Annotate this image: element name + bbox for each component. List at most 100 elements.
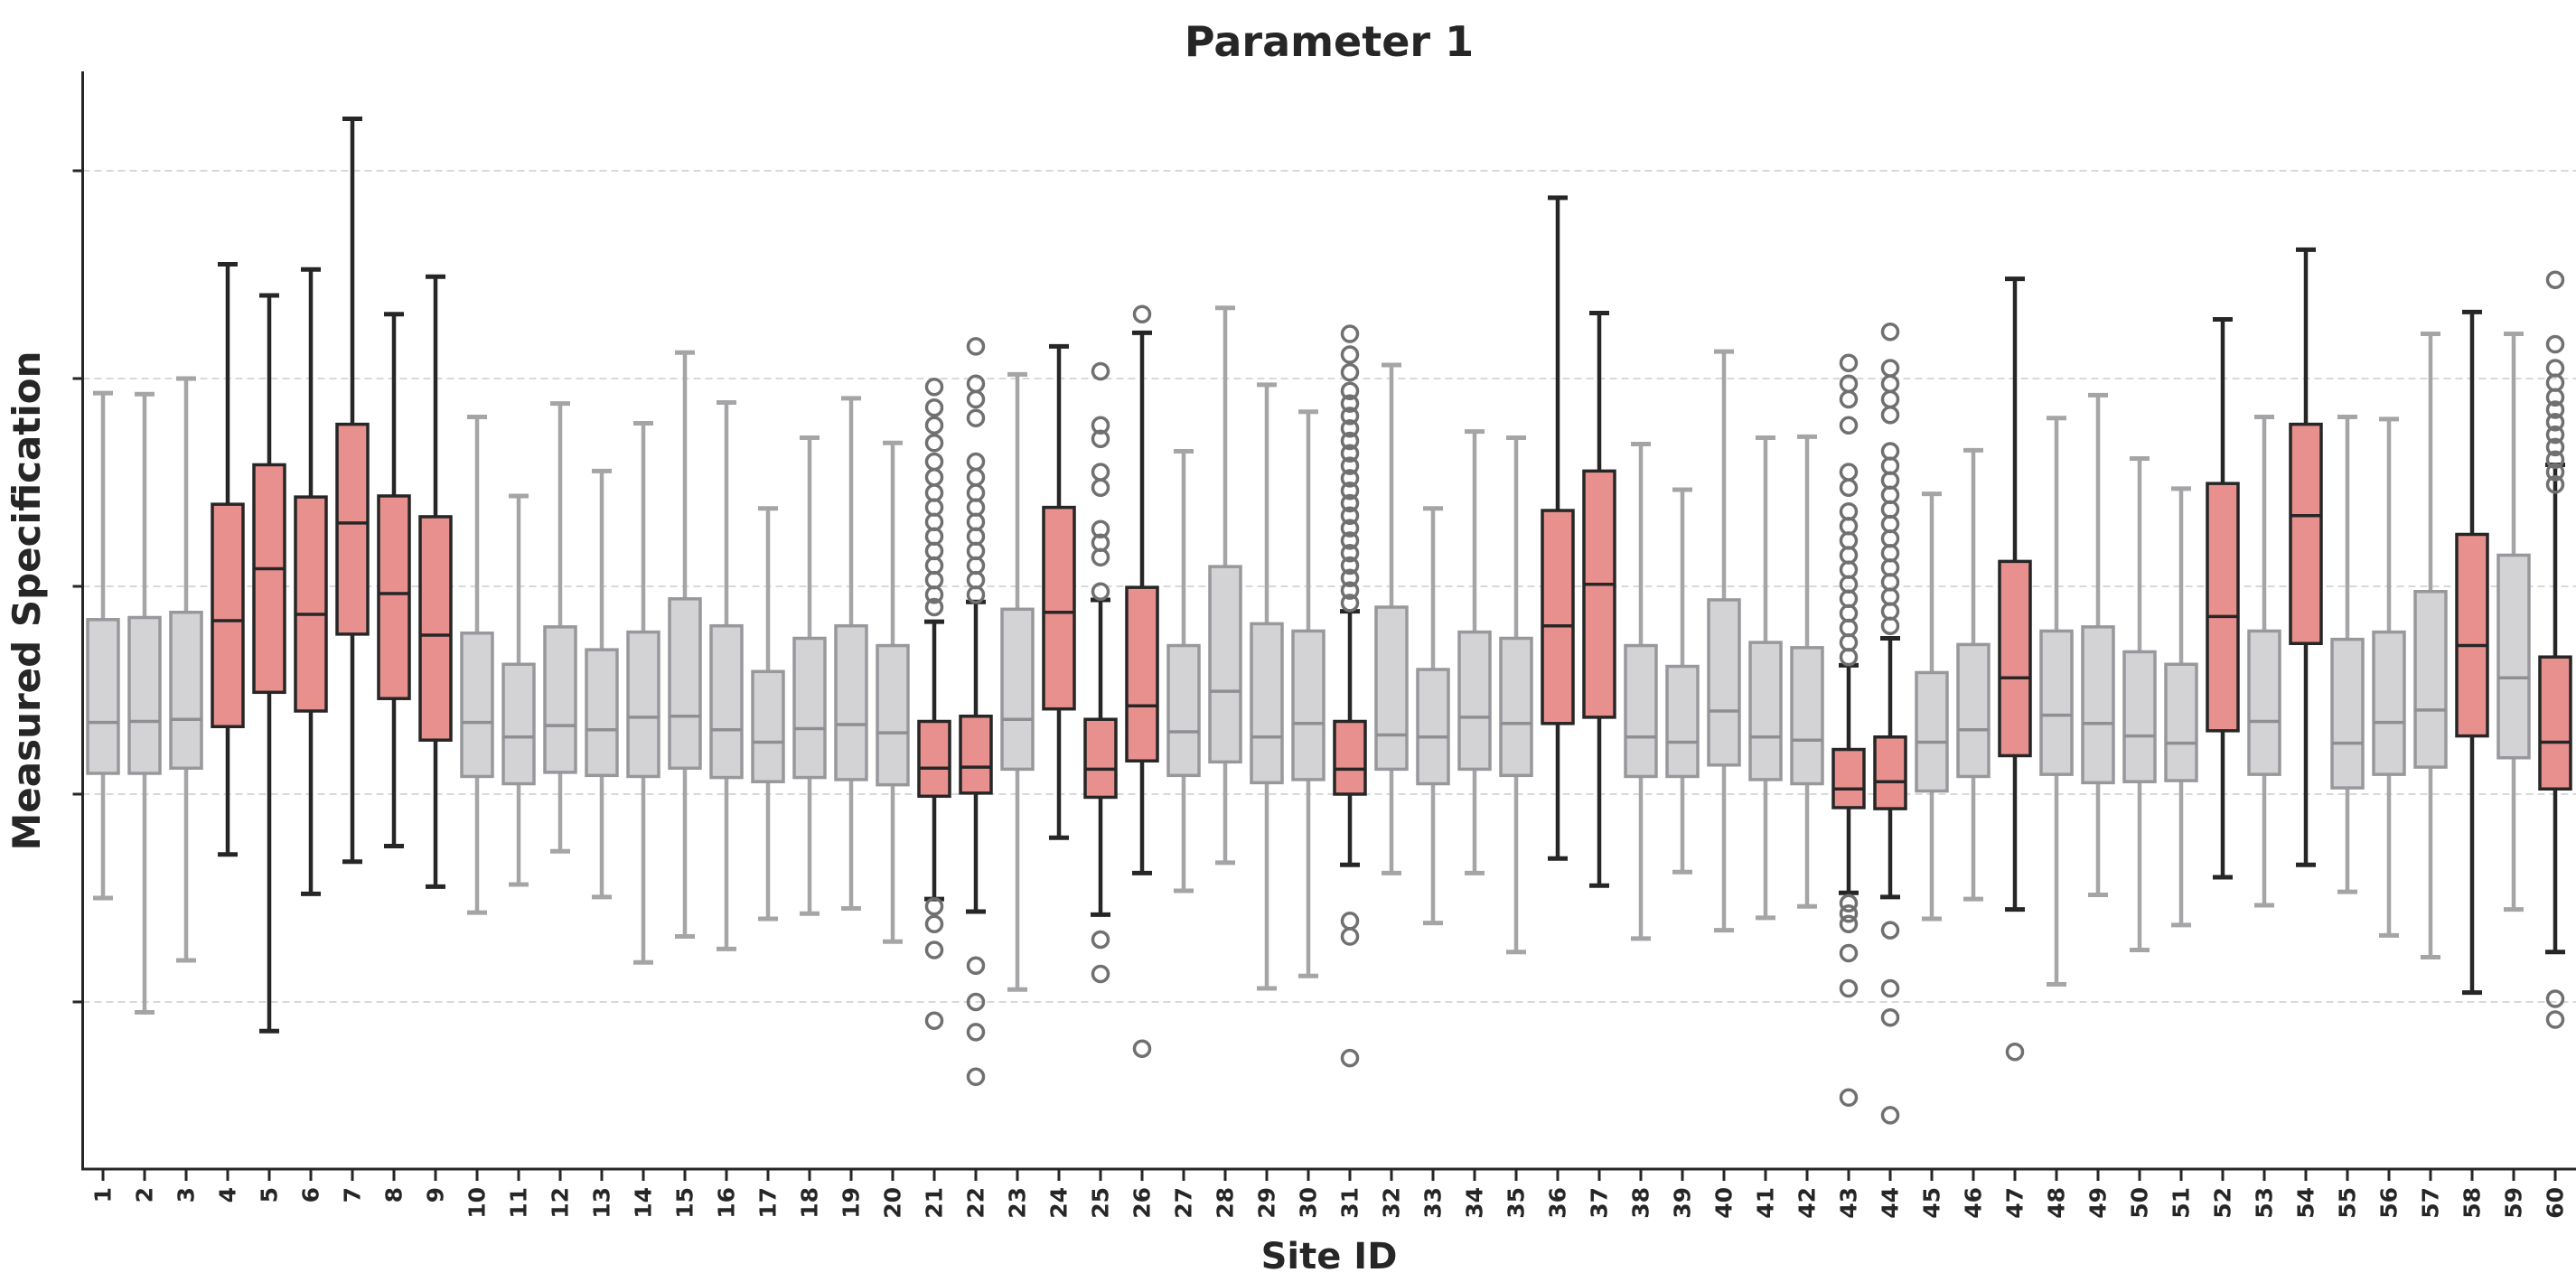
iqr-box	[1083, 717, 1118, 800]
boxplot-site-57	[2413, 332, 2448, 960]
x-tick-label: 23	[1005, 1187, 1031, 1219]
outlier-point	[924, 377, 944, 397]
boxplot-site-29	[1250, 382, 1284, 991]
iqr-box	[876, 643, 910, 787]
x-tick-label: 48	[2044, 1187, 2070, 1219]
outlier-point	[1880, 389, 1900, 409]
boxplot-site-52	[2206, 316, 2240, 880]
x-tick-label: 57	[2418, 1187, 2444, 1219]
boxplot-site-41	[1748, 435, 1783, 921]
iqr-box	[917, 719, 951, 799]
iqr-box	[211, 502, 245, 729]
x-tick-label: 34	[1462, 1187, 1488, 1219]
outlier-point	[924, 398, 944, 417]
outlier-point	[2545, 425, 2565, 444]
outlier-point	[924, 940, 944, 959]
boxplot-site-25	[1083, 361, 1118, 984]
x-tick-label: 2	[132, 1187, 158, 1202]
boxplot-site-37	[1582, 311, 1616, 888]
x-tick-label: 31	[1337, 1187, 1363, 1219]
boxplot-site-1	[86, 390, 120, 901]
outlier-point	[924, 896, 944, 916]
x-tick-label: 9	[423, 1187, 449, 1202]
outlier-point	[966, 1023, 986, 1042]
outlier-point	[1340, 444, 1360, 463]
iqr-box	[1956, 642, 1991, 779]
boxplot-site-36	[1541, 195, 1575, 861]
outlier-point	[1340, 581, 1360, 600]
boxplot-site-27	[1166, 449, 1201, 894]
x-tick-label: 32	[1379, 1187, 1405, 1219]
x-tick-label: 55	[2335, 1187, 2361, 1219]
x-tick-label: 12	[548, 1187, 574, 1219]
x-tick-label: 44	[1878, 1187, 1904, 1219]
boxplot-site-21	[917, 377, 951, 1030]
outlier-point	[1839, 478, 1859, 497]
outlier-point	[1880, 978, 1900, 998]
x-tick-label: 29	[1254, 1187, 1280, 1219]
boxplot-site-23	[1000, 371, 1035, 992]
iqr-box	[1915, 670, 1949, 793]
boxplot-site-18	[792, 435, 827, 916]
x-tick-label: 13	[589, 1187, 615, 1219]
boxplot-site-40	[1707, 349, 1741, 933]
outlier-point	[1091, 463, 1110, 482]
iqr-box	[1125, 585, 1159, 763]
x-tick-label: 15	[672, 1187, 698, 1219]
iqr-box	[460, 632, 494, 779]
boxplot-site-6	[294, 267, 328, 896]
boxplot-site-53	[2247, 415, 2281, 908]
x-tick-label: 1	[90, 1187, 117, 1202]
boxplot-site-38	[1624, 441, 1658, 941]
outlier-point	[1880, 374, 1900, 393]
iqr-box	[1250, 622, 1284, 785]
iqr-box	[1499, 636, 1533, 778]
iqr-box	[1000, 607, 1035, 772]
iqr-box	[1998, 559, 2032, 758]
outlier-point	[2545, 388, 2565, 407]
boxplot-site-12	[543, 401, 577, 854]
outlier-point	[924, 452, 944, 472]
y-axis-label: Measured Specification	[5, 351, 49, 850]
outlier-point	[1340, 1048, 1360, 1068]
outlier-point	[1340, 493, 1360, 513]
outlier-point	[1340, 519, 1360, 538]
outlier-point	[966, 468, 986, 487]
iqr-box	[294, 495, 328, 713]
outlier-point	[1340, 481, 1360, 501]
iqr-box	[626, 630, 660, 779]
outlier-point	[1340, 362, 1360, 382]
x-tick-label: 4	[215, 1187, 241, 1202]
outlier-point	[1091, 582, 1110, 601]
outlier-point	[924, 585, 944, 604]
outlier-point	[1340, 568, 1360, 588]
boxplot-site-48	[2039, 416, 2074, 987]
x-tick-label: 22	[963, 1187, 989, 1219]
iqr-box	[1624, 643, 1658, 779]
outlier-point	[2545, 450, 2565, 469]
outlier-point	[1091, 361, 1110, 381]
x-tick-label: 58	[2459, 1187, 2486, 1219]
boxplot-site-7	[335, 117, 370, 865]
iqr-box	[1707, 598, 1741, 767]
x-tick-label: 20	[880, 1187, 906, 1219]
x-tick-label: 38	[1628, 1187, 1654, 1219]
iqr-box	[2413, 590, 2448, 769]
outlier-point	[1340, 594, 1360, 613]
outlier-point	[1091, 478, 1110, 497]
outlier-point	[2545, 437, 2565, 457]
boxplot-site-56	[2372, 416, 2406, 938]
boxplot-site-20	[876, 440, 910, 944]
outlier-point	[1340, 407, 1360, 426]
iqr-box	[2455, 532, 2489, 738]
x-tick-label: 49	[2085, 1187, 2112, 1219]
outlier-point	[1880, 921, 1900, 940]
x-tick-label: 56	[2376, 1187, 2403, 1219]
x-tick-label: 3	[173, 1187, 200, 1202]
outlier-point	[1091, 429, 1110, 448]
boxplot-site-11	[501, 493, 536, 887]
iqr-box	[1208, 565, 1242, 764]
iqr-box	[2330, 637, 2365, 790]
iqr-box	[1873, 735, 1907, 810]
outlier-point	[1340, 556, 1360, 575]
